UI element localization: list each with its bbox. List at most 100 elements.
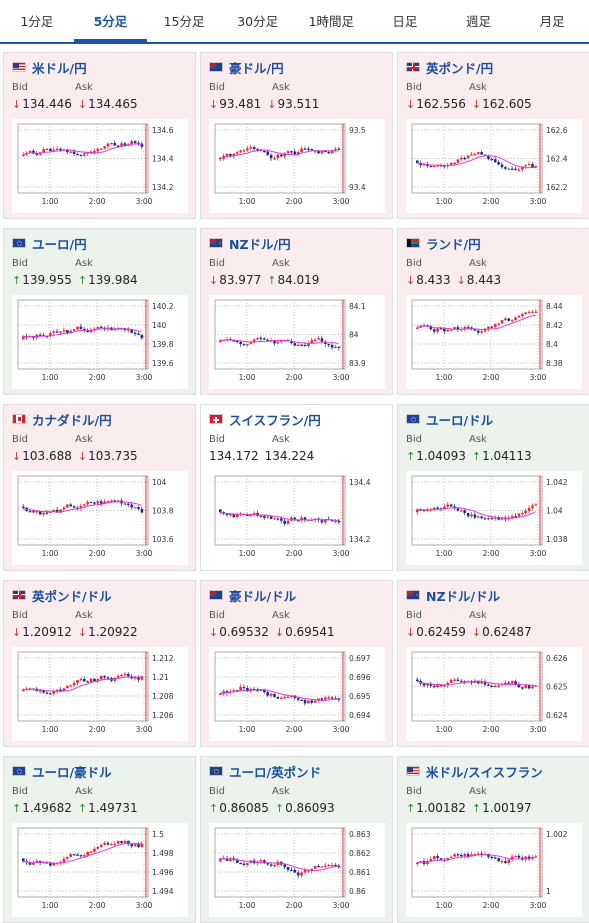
card-header: 豪ドル/円 [209,59,384,76]
pair-name[interactable]: 米ドル/スイスフラン [426,764,543,780]
tab-weekly[interactable]: 週足 [466,14,492,29]
y-tick-label: 1.208 [152,692,174,701]
pair-name[interactable]: スイスフラン/円 [229,412,321,428]
tab-5min[interactable]: 5分足 [73,0,148,42]
candle-body [510,320,514,322]
pair-name[interactable]: NZドル/円 [229,236,291,252]
candlestick-chart[interactable]: 0.697 0.696 0.695 0.694 1:00 2:00 3:00 [209,647,385,741]
candlestick-chart[interactable]: 104 103.8 103.6 1:00 2:00 3:00 [12,471,188,565]
rate-card[interactable]: 英ポンド/円 Bid Ask ↓162.556 ↓162.605 162.6 16… [397,52,589,219]
candlestick-chart[interactable]: 1.212 1.21 1.208 1.206 1:00 2:00 3:00 [12,647,188,741]
bid-label: Bid [406,786,422,797]
candlestick-chart[interactable]: 84.1 84 83.9 1:00 2:00 3:00 [209,295,385,389]
rate-card[interactable]: ユーロ/豪ドル Bid Ask ↑1.49682 ↑1.49731 1.5 1.4… [3,756,196,923]
x-tick-label: 1:00 [239,549,256,558]
pair-name[interactable]: カナダドル/円 [32,412,112,428]
pair-name[interactable]: ユーロ/ドル [426,412,494,428]
bid-price: ↓0.69532 [209,625,269,640]
tab-monthly[interactable]: 月足 [539,14,565,29]
candlestick-chart[interactable]: 0.626 0.625 0.624 1:00 2:00 3:00 [406,647,582,741]
rate-card[interactable]: スイスフラン/円 Bid Ask 134.172 134.224 134.4 13… [200,404,393,571]
rate-card[interactable]: ユーロ/英ポンド Bid Ask ↑0.86085 ↑0.86093 0.863… [200,756,393,923]
candle-body [327,865,331,867]
y-tick-label: 0.695 [349,692,371,701]
chart-svg: 0.697 0.696 0.695 0.694 1:00 2:00 3:00 [214,651,371,734]
candlestick-chart[interactable]: 134.4 134.2 1:00 2:00 3:00 [209,471,385,565]
pair-name[interactable]: ユーロ/円 [32,236,87,252]
candlestick-chart[interactable]: 93.5 93.4 1:00 2:00 3:00 [209,119,385,213]
candle-body [49,511,52,514]
candlestick-chart[interactable]: 0.863 0.862 0.861 0.86 1:00 2:00 3:00 [209,823,385,917]
rate-card[interactable]: NZドル/ドル Bid Ask ↓0.62459 ↓0.62487 0.626 0… [397,580,589,747]
candle-body [514,317,517,321]
rate-card[interactable]: カナダドル/円 Bid Ask ↓103.688 ↓103.735 104 103… [3,404,196,571]
au-us-flag-icon [209,590,223,600]
y-tick-label: 134.4 [152,155,174,164]
candle-body [259,337,263,340]
candle-body [477,516,480,518]
candle-body [55,689,59,692]
candle-body [330,150,334,154]
rate-card[interactable]: ユーロ/円 Bid Ask ↑139.955 ↑139.984 140.2 140… [3,228,196,395]
candlestick-chart[interactable]: 162.6 162.4 162.2 1:00 2:00 3:00 [406,119,582,213]
candle-body [286,151,290,154]
candle-body [521,166,524,170]
x-tick-label: 3:00 [530,197,547,206]
pair-name[interactable]: ユーロ/英ポンド [229,764,322,780]
pair-name[interactable]: 豪ドル/ドル [229,588,297,604]
tab-1min[interactable]: 1分足 [20,14,54,29]
candle-body [470,854,473,857]
candle-body [242,863,246,865]
price-row: ↑1.04093 ↑1.04113 [406,449,581,464]
tab-15min[interactable]: 15分足 [163,14,205,29]
tab-1hour[interactable]: 1時間足 [308,14,355,29]
candle-body [493,685,497,688]
candle-body [463,327,467,330]
candle-body [500,517,504,520]
candle-body [524,856,528,860]
pair-name[interactable]: ユーロ/豪ドル [32,764,112,780]
pair-name[interactable]: 英ポンド/ドル [32,588,112,604]
price-labels: Bid Ask [406,434,581,446]
chart-svg: 0.863 0.862 0.861 0.86 1:00 2:00 3:00 [214,827,371,910]
pair-name[interactable]: 英ポンド/円 [426,60,494,76]
pair-name[interactable]: 豪ドル/円 [229,60,284,76]
candlestick-chart[interactable]: 1.5 1.498 1.496 1.494 1:00 2:00 3:00 [12,823,188,917]
plot-frame [17,651,149,722]
pair-name[interactable]: NZドル/ドル [426,588,501,604]
candlestick-chart[interactable]: 140.2 140 139.8 139.6 1:00 2:00 3:00 [12,295,188,389]
bid-value: 0.86085 [219,801,269,815]
rate-card[interactable]: 米ドル/円 Bid Ask ↓134.446 ↓134.465 134.6 134… [3,52,196,219]
bid-price: 134.172 [209,449,259,464]
candle-body [246,344,249,346]
bid-label: Bid [209,82,225,93]
candle-body [307,343,310,347]
candle-body [487,326,490,329]
rate-card[interactable]: 米ドル/スイスフラン Bid Ask ↑1.00182 ↑1.00197 1.0… [397,756,589,923]
candle-body [330,697,334,699]
price-labels: Bid Ask [406,258,581,270]
rate-card[interactable]: NZドル/円 Bid Ask ↓83.977 ↑84.019 84.1 84 83.… [200,228,393,395]
tab-daily[interactable]: 日足 [392,14,418,29]
tab-30min[interactable]: 30分足 [237,14,279,29]
rate-card[interactable]: ユーロ/ドル Bid Ask ↑1.04093 ↑1.04113 1.042 1.… [397,404,589,571]
pair-name[interactable]: ランド/円 [426,236,481,252]
candle-body [303,869,307,873]
bid-value: 83.977 [219,273,262,287]
candlestick-chart[interactable]: 1.042 1.04 1.038 1:00 2:00 3:00 [406,471,582,565]
candlestick-chart[interactable]: 8.44 8.42 8.4 8.38 1:00 2:00 3:00 [406,295,582,389]
rate-card[interactable]: ランド/円 Bid Ask ↓8.433 ↓8.443 8.44 8.42 8.4 8… [397,228,589,395]
candle-body [334,346,337,348]
price-row: 134.172 134.224 [209,449,384,464]
candle-body [463,157,467,160]
pair-name[interactable]: 米ドル/円 [32,60,87,76]
candle-body [72,506,76,508]
x-tick-label: 3:00 [530,549,547,558]
rate-card[interactable]: 豪ドル/円 Bid Ask ↓93.481 ↓93.511 93.5 93.4 1:… [200,52,393,219]
rate-card[interactable]: 英ポンド/ドル Bid Ask ↓1.20912 ↓1.20922 1.212 1… [3,580,196,747]
candlestick-chart[interactable]: 1.002 1 1:00 2:00 3:00 [406,823,582,917]
candlestick-chart[interactable]: 134.6 134.4 134.2 1:00 2:00 3:00 [12,119,188,213]
rate-card[interactable]: 豪ドル/ドル Bid Ask ↓0.69532 ↓0.69541 0.697 0.… [200,580,393,747]
candle-body [286,867,290,870]
price-row: ↓93.481 ↓93.511 [209,97,384,112]
